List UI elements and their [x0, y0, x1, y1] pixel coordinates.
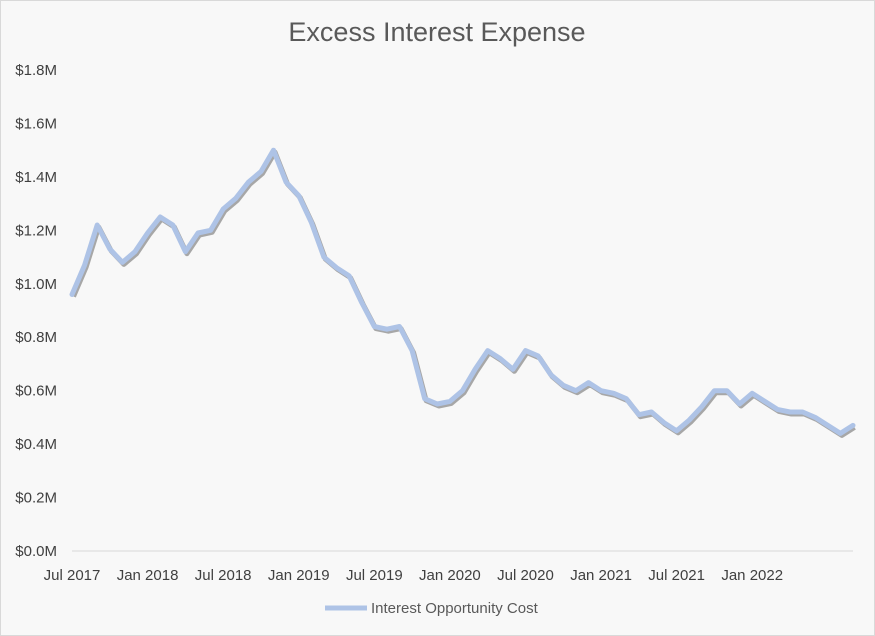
- series-line-shadow: [71, 149, 856, 438]
- y-tick-label: $0.4M: [15, 436, 57, 453]
- legend: Interest Opportunity Cost: [325, 600, 539, 617]
- y-tick-label: $0.8M: [15, 329, 57, 346]
- series-layer: [69, 147, 856, 438]
- y-tick-label: $1.8M: [15, 62, 57, 79]
- series-line: [69, 147, 856, 436]
- y-axis-ticks: $0.0M $0.2M $0.4M $0.6M $0.8M $1.0M $1.2M $1.4M…: [15, 62, 57, 560]
- y-tick-label: $0.0M: [15, 543, 57, 560]
- x-tick-label: Jul 2019: [346, 567, 403, 584]
- x-tick-label: Jan 2022: [721, 567, 783, 584]
- y-tick-label: $1.4M: [15, 169, 57, 186]
- x-tick-label: Jul 2017: [44, 567, 101, 584]
- y-tick-label: $1.2M: [15, 222, 57, 239]
- x-tick-label: Jul 2018: [195, 567, 252, 584]
- x-tick-label: Jul 2020: [497, 567, 554, 584]
- chart-title: Excess Interest Expense: [288, 17, 585, 47]
- x-tick-label: Jan 2019: [268, 567, 330, 584]
- x-axis-ticks: Jul 2017 Jan 2018 Jul 2018 Jan 2019 Jul 2019…: [44, 567, 783, 584]
- x-tick-label: Jan 2021: [570, 567, 632, 584]
- x-tick-label: Jul 2021: [648, 567, 705, 584]
- y-tick-label: $0.6M: [15, 383, 57, 400]
- x-tick-label: Jan 2018: [117, 567, 179, 584]
- y-tick-label: $1.6M: [15, 115, 57, 132]
- y-tick-label: $1.0M: [15, 276, 57, 293]
- x-tick-label: Jan 2020: [419, 567, 481, 584]
- legend-label: Interest Opportunity Cost: [371, 600, 539, 617]
- y-tick-label: $0.2M: [15, 490, 57, 507]
